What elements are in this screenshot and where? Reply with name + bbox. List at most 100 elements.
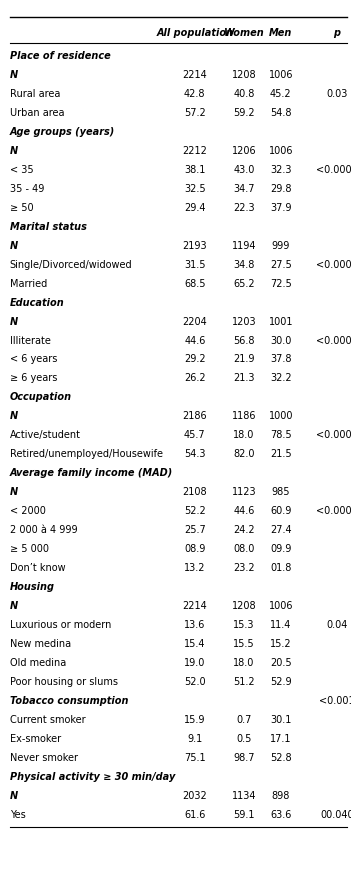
Text: 78.5: 78.5 (270, 430, 292, 440)
Text: 29.4: 29.4 (184, 202, 206, 213)
Text: 1006: 1006 (269, 69, 293, 80)
Text: 2214: 2214 (183, 601, 207, 611)
Text: 0.7: 0.7 (236, 715, 252, 725)
Text: 985: 985 (272, 487, 290, 497)
Text: 42.8: 42.8 (184, 89, 206, 99)
Text: 24.2: 24.2 (233, 526, 255, 535)
Text: 1194: 1194 (232, 241, 256, 250)
Text: Poor housing or slums: Poor housing or slums (10, 677, 118, 687)
Text: 1006: 1006 (269, 601, 293, 611)
Text: New medina: New medina (10, 639, 71, 650)
Text: 0.04: 0.04 (326, 620, 347, 630)
Text: 19.0: 19.0 (184, 658, 205, 668)
Text: ≥ 6 years: ≥ 6 years (10, 373, 57, 383)
Text: 60.9: 60.9 (270, 506, 291, 516)
Text: 0.5: 0.5 (236, 734, 252, 744)
Text: Luxurious or modern: Luxurious or modern (10, 620, 111, 630)
Text: 20.5: 20.5 (270, 658, 292, 668)
Text: 61.6: 61.6 (184, 810, 205, 820)
Text: <0.0001: <0.0001 (316, 430, 351, 440)
Text: 1208: 1208 (232, 601, 256, 611)
Text: 45.7: 45.7 (184, 430, 206, 440)
Text: Marital status: Marital status (10, 222, 87, 232)
Text: 56.8: 56.8 (233, 336, 255, 346)
Text: 44.6: 44.6 (233, 506, 254, 516)
Text: 15.9: 15.9 (184, 715, 206, 725)
Text: Urban area: Urban area (10, 108, 64, 118)
Text: N: N (10, 601, 18, 611)
Text: 15.3: 15.3 (233, 620, 255, 630)
Text: < 35: < 35 (10, 165, 33, 175)
Text: Physical activity ≥ 30 min/day: Physical activity ≥ 30 min/day (10, 772, 175, 782)
Text: <0.0001: <0.0001 (316, 506, 351, 516)
Text: 32.2: 32.2 (270, 373, 292, 383)
Text: N: N (10, 241, 18, 250)
Text: 1206: 1206 (232, 146, 256, 156)
Text: <0.0001: <0.0001 (316, 165, 351, 175)
Text: Single/Divorced/widowed: Single/Divorced/widowed (10, 259, 132, 270)
Text: 898: 898 (272, 791, 290, 801)
Text: 75.1: 75.1 (184, 753, 206, 763)
Text: 37.8: 37.8 (270, 355, 292, 364)
Text: 22.3: 22.3 (233, 202, 255, 213)
Text: 59.1: 59.1 (233, 810, 255, 820)
Text: 43.0: 43.0 (233, 165, 254, 175)
Text: 00.040: 00.040 (320, 810, 351, 820)
Text: Active/student: Active/student (10, 430, 81, 440)
Text: 30.1: 30.1 (270, 715, 291, 725)
Text: 98.7: 98.7 (233, 753, 255, 763)
Text: 32.3: 32.3 (270, 165, 292, 175)
Text: ≥ 5 000: ≥ 5 000 (10, 544, 49, 554)
Text: Married: Married (10, 279, 47, 289)
Text: Men: Men (269, 28, 292, 38)
Text: 15.5: 15.5 (233, 639, 255, 650)
Text: Occupation: Occupation (10, 392, 72, 403)
Text: 68.5: 68.5 (184, 279, 206, 289)
Text: 63.6: 63.6 (270, 810, 291, 820)
Text: N: N (10, 69, 18, 80)
Text: Don’t know: Don’t know (10, 563, 65, 573)
Text: 18.0: 18.0 (233, 430, 254, 440)
Text: 1203: 1203 (232, 316, 256, 326)
Text: Ex-smoker: Ex-smoker (10, 734, 61, 744)
Text: Old medina: Old medina (10, 658, 66, 668)
Text: 2186: 2186 (183, 412, 207, 421)
Text: Place of residence: Place of residence (10, 51, 111, 61)
Text: ≥ 50: ≥ 50 (10, 202, 33, 213)
Text: 2212: 2212 (183, 146, 207, 156)
Text: 1186: 1186 (232, 412, 256, 421)
Text: 29.8: 29.8 (270, 184, 292, 193)
Text: <0.0001: <0.0001 (316, 259, 351, 270)
Text: 15.4: 15.4 (184, 639, 206, 650)
Text: 51.2: 51.2 (233, 677, 255, 687)
Text: 1000: 1000 (269, 412, 293, 421)
Text: Housing: Housing (10, 582, 55, 593)
Text: 40.8: 40.8 (233, 89, 254, 99)
Text: 1006: 1006 (269, 146, 293, 156)
Text: 52.2: 52.2 (184, 506, 206, 516)
Text: 34.7: 34.7 (233, 184, 255, 193)
Text: 31.5: 31.5 (184, 259, 206, 270)
Text: 30.0: 30.0 (270, 336, 291, 346)
Text: Education: Education (10, 298, 65, 307)
Text: 1001: 1001 (269, 316, 293, 326)
Text: < 2000: < 2000 (10, 506, 46, 516)
Text: N: N (10, 791, 18, 801)
Text: N: N (10, 316, 18, 326)
Text: N: N (10, 412, 18, 421)
Text: Women: Women (224, 28, 264, 38)
Text: 18.0: 18.0 (233, 658, 254, 668)
Text: 35 - 49: 35 - 49 (10, 184, 44, 193)
Text: 0.03: 0.03 (326, 89, 347, 99)
Text: Illiterate: Illiterate (10, 336, 51, 346)
Text: 54.3: 54.3 (184, 449, 206, 460)
Text: 2108: 2108 (183, 487, 207, 497)
Text: N: N (10, 146, 18, 156)
Text: 27.4: 27.4 (270, 526, 292, 535)
Text: 13.6: 13.6 (184, 620, 205, 630)
Text: <0.0001: <0.0001 (316, 336, 351, 346)
Text: 59.2: 59.2 (233, 108, 255, 118)
Text: Current smoker: Current smoker (10, 715, 85, 725)
Text: All population: All population (156, 28, 233, 38)
Text: 65.2: 65.2 (233, 279, 255, 289)
